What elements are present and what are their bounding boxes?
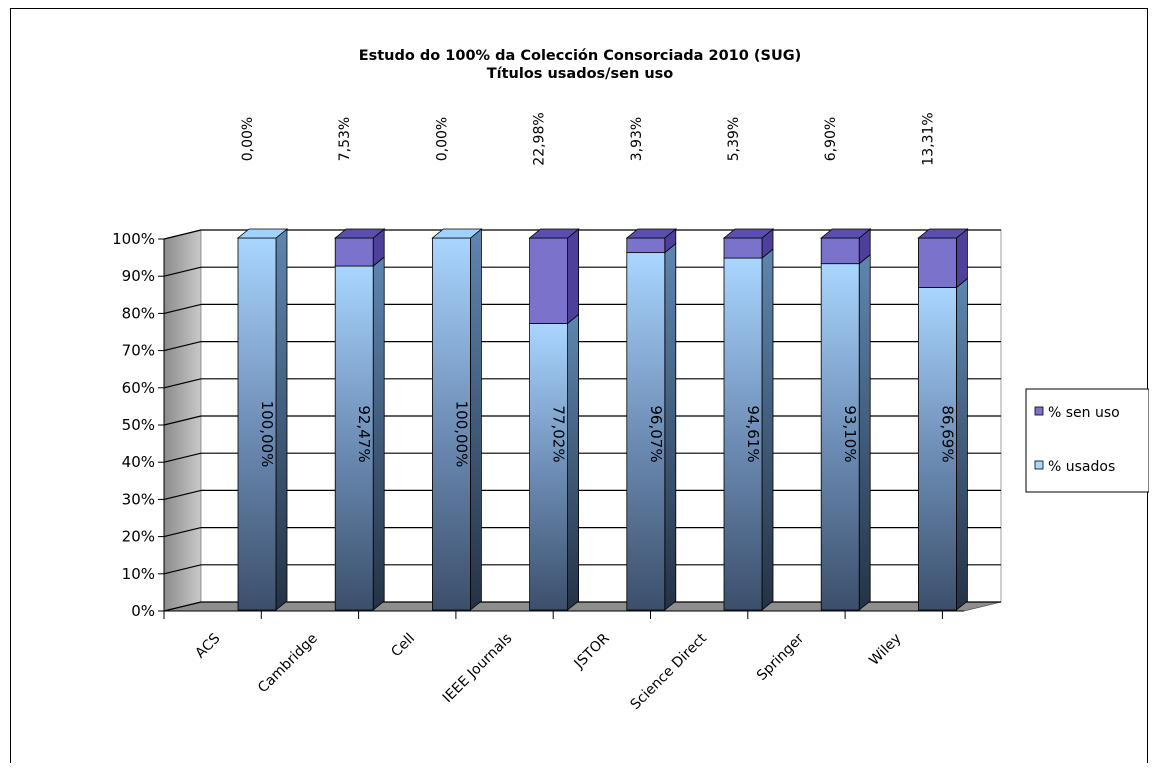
bar-top (236, 228, 289, 239)
x-tick-label: Cell (388, 631, 418, 661)
gridline-side (163, 489, 202, 500)
legend-label-usados: % usados (1048, 459, 1115, 475)
bar-top (722, 228, 775, 239)
gridline-side (163, 564, 202, 575)
legend-label-sen-uso: % sen uso (1048, 405, 1120, 421)
y-tick-label: 10% (122, 565, 155, 583)
data-label-usados: 94,61% (744, 405, 762, 462)
x-tick-label: IEEE Journals (440, 631, 516, 707)
bar-usados-side (858, 253, 871, 611)
data-label-sen-uso: 0,00% (434, 117, 450, 161)
bar-usados-side (664, 242, 677, 611)
x-tick-label: Springer (754, 630, 808, 684)
y-tick-label: 90% (122, 267, 155, 285)
chart: Estudo do 100% da Colección Consorciada … (112, 48, 1149, 713)
gridline-side (163, 341, 202, 352)
data-label-usados: 96,07% (647, 405, 665, 462)
bar-top (917, 228, 969, 239)
bar-usados-side (372, 256, 385, 611)
x-tick-label: Science Direct (628, 630, 711, 713)
bar-usados (820, 263, 860, 611)
chart-subtitle: Títulos usados/sen uso (487, 66, 674, 82)
x-tick-label: Cambridge (255, 631, 321, 697)
data-label-sen-uso: 13,31% (920, 112, 936, 165)
bar-usados (431, 237, 471, 611)
gridline-side (163, 266, 202, 277)
gridline-side (163, 229, 202, 240)
bar-sen-uso (529, 237, 568, 324)
bar-sen-uso-side (567, 228, 579, 325)
bar-top (820, 228, 872, 239)
y-tick-label: 30% (122, 490, 155, 508)
bar-sen-uso (918, 237, 957, 288)
x-tick-label: Wiley (866, 631, 904, 669)
data-label-usados: 77,02% (550, 405, 568, 462)
y-tick-label: 40% (122, 453, 155, 471)
bar-usados (723, 257, 763, 611)
y-tick-label: 0% (131, 602, 155, 620)
gridline-side (163, 527, 202, 538)
data-label-usados: 92,47% (355, 405, 373, 462)
legend-swatch-usados (1034, 460, 1044, 470)
y-tick-label: 80% (122, 304, 155, 322)
y-tick-label: 50% (122, 416, 155, 434)
floor (163, 601, 1002, 612)
y-tick-label: 70% (122, 342, 155, 360)
data-label-sen-uso: 7,53% (337, 117, 353, 161)
bar-usados-side (275, 228, 288, 611)
bar-usados (918, 287, 957, 611)
bar-usados-side (956, 277, 968, 611)
bar-top (625, 228, 677, 239)
legend: % sen uso % usados (1025, 388, 1149, 493)
gridline-side (163, 452, 202, 463)
data-label-sen-uso: 22,98% (532, 112, 548, 165)
legend-box (1025, 388, 1149, 493)
bar-usados-side (567, 313, 579, 611)
data-label-sen-uso: 3,93% (629, 117, 645, 161)
bar-sen-uso-side (956, 228, 968, 289)
bar-usados-side (469, 228, 482, 611)
legend-swatch-sen-uso (1034, 406, 1044, 416)
bar-sen-uso (334, 237, 374, 267)
bar-sen-uso (626, 237, 666, 254)
data-label-sen-uso: 6,90% (823, 117, 839, 161)
y-tick-label: 100% (112, 230, 155, 248)
bar-top (431, 228, 483, 239)
data-label-usados: 86,69% (938, 405, 956, 462)
gridline-side (163, 303, 202, 314)
data-label-sen-uso: 0,00% (240, 117, 256, 161)
data-label-usados: 93,10% (841, 405, 859, 462)
gridline-side (163, 378, 202, 389)
bar-top (528, 228, 580, 239)
bar-usados-side (761, 248, 774, 611)
y-tick-label: 60% (122, 379, 155, 397)
data-label-usados: 100,00% (258, 401, 276, 468)
y-tick-label: 20% (122, 528, 155, 546)
bar-sen-uso (723, 237, 763, 259)
bar-sen-uso (820, 237, 860, 265)
data-label-sen-uso: 5,39% (726, 117, 742, 161)
chart-title: Estudo do 100% da Colección Consorciada … (359, 48, 802, 64)
gridline-side (163, 601, 202, 612)
bar-usados (334, 265, 374, 611)
chart-frame: Estudo do 100% da Colección Consorciada … (10, 8, 1149, 763)
gridline-side (163, 415, 202, 426)
plot-area: 0% 10% 20% 30% 40% 50% 60% 70% 80% 90% 100% 100,00%… (112, 112, 1002, 713)
bar-top (334, 228, 386, 239)
x-tick-label: ACS (192, 630, 223, 661)
x-tick-label: JSTOR (571, 630, 613, 672)
bar-usados (529, 323, 568, 611)
data-label-usados: 100,00% (452, 401, 470, 468)
